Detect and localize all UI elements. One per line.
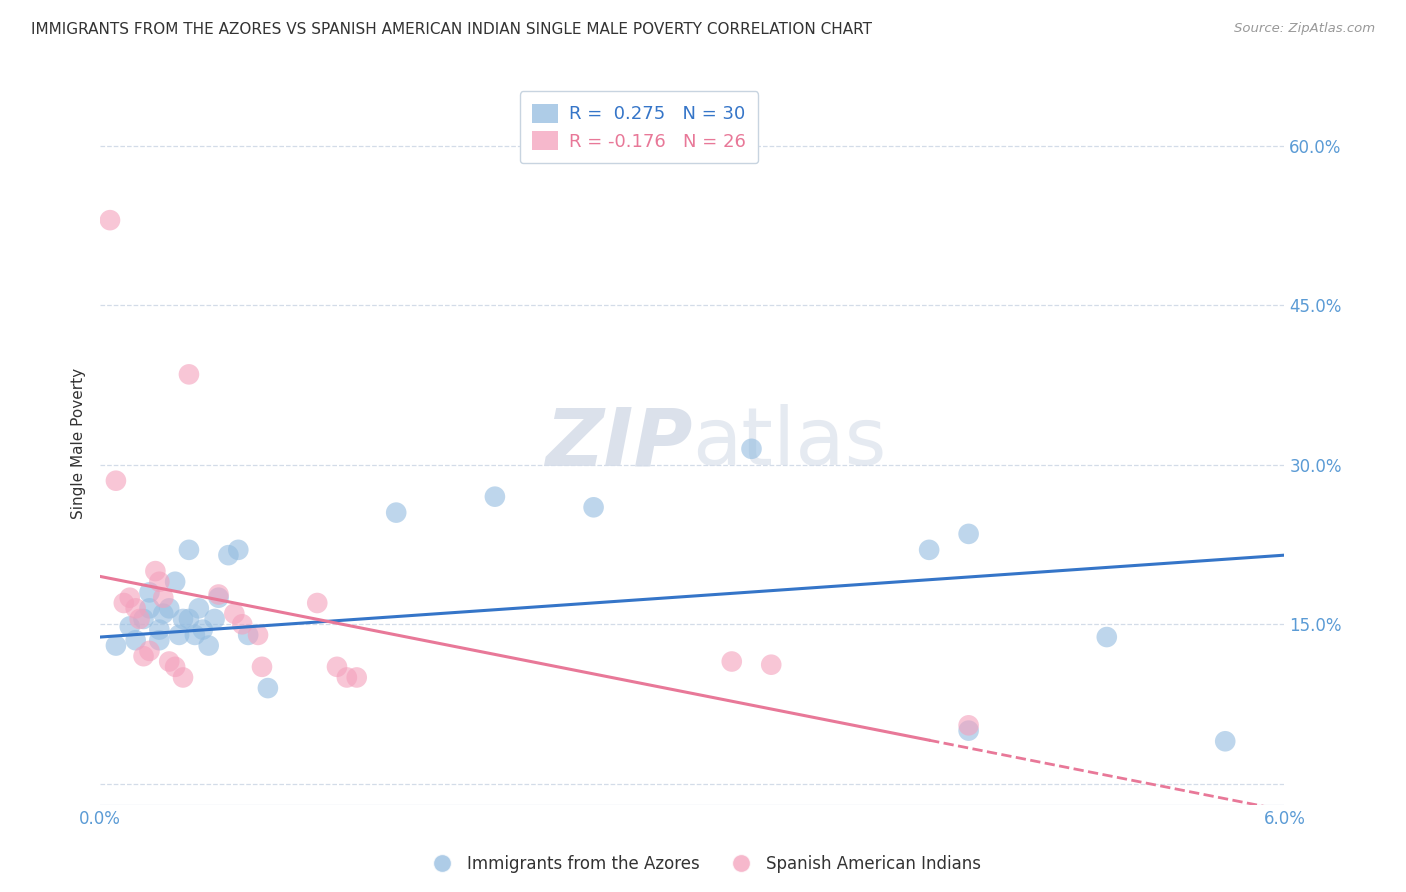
Point: [118, 591, 141, 605]
Point: [231, 617, 253, 632]
Point: [740, 442, 762, 456]
Point: [247, 628, 270, 642]
Point: [118, 619, 141, 633]
Point: [204, 612, 226, 626]
Point: [484, 490, 506, 504]
Point: [165, 660, 187, 674]
Point: [104, 474, 127, 488]
Point: [957, 723, 980, 738]
Point: [148, 623, 170, 637]
Point: [152, 591, 174, 605]
Point: [138, 644, 160, 658]
Point: [157, 655, 180, 669]
Point: [148, 574, 170, 589]
Point: [177, 612, 200, 626]
Point: [720, 655, 742, 669]
Point: [152, 607, 174, 621]
Point: [957, 718, 980, 732]
Y-axis label: Single Male Poverty: Single Male Poverty: [72, 368, 86, 519]
Legend: R =  0.275   N = 30, R = -0.176   N = 26: R = 0.275 N = 30, R = -0.176 N = 26: [520, 91, 758, 163]
Point: [132, 612, 155, 626]
Point: [918, 542, 941, 557]
Point: [98, 213, 121, 227]
Point: [148, 633, 170, 648]
Point: [165, 574, 187, 589]
Point: [226, 542, 249, 557]
Text: Source: ZipAtlas.com: Source: ZipAtlas.com: [1234, 22, 1375, 36]
Point: [124, 601, 146, 615]
Point: [238, 628, 260, 642]
Point: [172, 612, 194, 626]
Point: [145, 564, 167, 578]
Point: [124, 633, 146, 648]
Point: [761, 657, 783, 672]
Text: IMMIGRANTS FROM THE AZORES VS SPANISH AMERICAN INDIAN SINGLE MALE POVERTY CORREL: IMMIGRANTS FROM THE AZORES VS SPANISH AM…: [31, 22, 872, 37]
Point: [187, 601, 209, 615]
Point: [582, 500, 605, 515]
Point: [167, 628, 190, 642]
Point: [138, 585, 160, 599]
Point: [224, 607, 246, 621]
Point: [217, 548, 239, 562]
Point: [1095, 630, 1118, 644]
Point: [257, 681, 280, 695]
Point: [957, 527, 980, 541]
Point: [385, 506, 408, 520]
Point: [172, 670, 194, 684]
Point: [207, 587, 229, 601]
Point: [138, 601, 160, 615]
Point: [197, 639, 219, 653]
Point: [128, 612, 150, 626]
Point: [177, 368, 200, 382]
Legend: Immigrants from the Azores, Spanish American Indians: Immigrants from the Azores, Spanish Amer…: [419, 848, 987, 880]
Point: [157, 601, 180, 615]
Point: [250, 660, 273, 674]
Point: [1213, 734, 1236, 748]
Point: [104, 639, 127, 653]
Point: [184, 628, 207, 642]
Point: [177, 542, 200, 557]
Point: [346, 670, 368, 684]
Text: ZIP: ZIP: [546, 404, 692, 483]
Point: [207, 591, 229, 605]
Point: [307, 596, 329, 610]
Point: [132, 649, 155, 664]
Point: [112, 596, 135, 610]
Point: [336, 670, 359, 684]
Point: [326, 660, 349, 674]
Text: atlas: atlas: [692, 404, 887, 483]
Point: [191, 623, 214, 637]
